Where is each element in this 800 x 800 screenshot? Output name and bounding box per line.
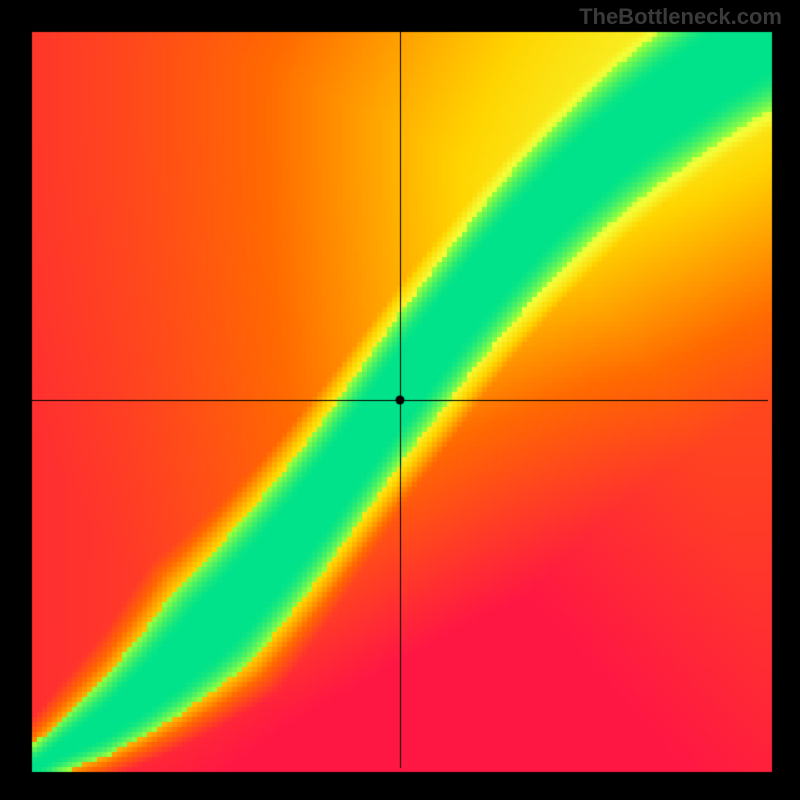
watermark-text: TheBottleneck.com [579, 4, 782, 30]
heatmap-canvas [0, 0, 800, 800]
chart-container: TheBottleneck.com [0, 0, 800, 800]
